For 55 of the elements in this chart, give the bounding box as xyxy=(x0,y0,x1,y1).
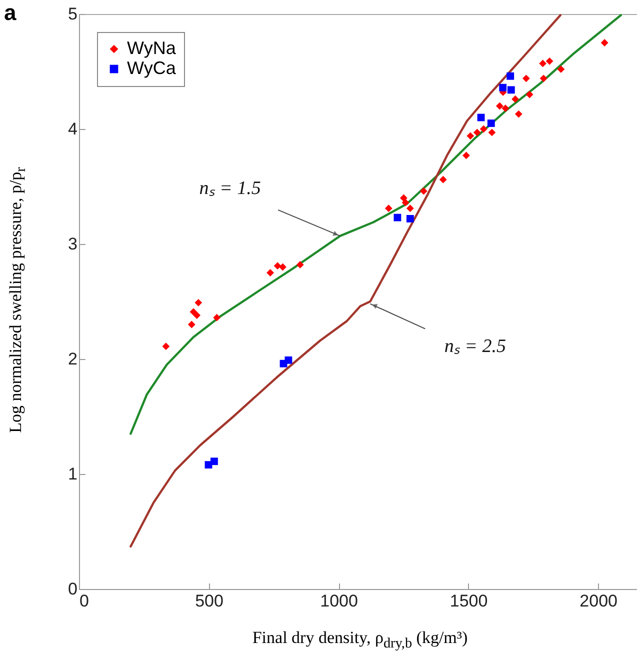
point xyxy=(384,204,392,212)
point xyxy=(213,314,221,322)
point xyxy=(420,187,428,195)
point xyxy=(546,57,554,65)
point xyxy=(539,60,546,68)
point xyxy=(522,74,530,82)
legend-label: WyNa xyxy=(127,38,177,58)
point xyxy=(473,128,481,136)
point xyxy=(266,269,274,276)
point xyxy=(406,204,414,212)
x-axis-title: Final dry density, ρ$_{dry,b}$ (kg/m³) xyxy=(251,628,469,652)
legend-label: WyCa xyxy=(127,58,177,78)
point xyxy=(402,198,410,206)
point xyxy=(487,120,495,127)
y-tick-label: 4 xyxy=(68,120,78,138)
point xyxy=(506,72,514,80)
point xyxy=(284,356,292,364)
point xyxy=(188,320,196,328)
point xyxy=(439,176,447,184)
x-tick-label: 1500 xyxy=(450,592,488,610)
point xyxy=(466,132,474,140)
point xyxy=(194,298,202,306)
y-tick-label: 3 xyxy=(68,234,78,254)
point xyxy=(480,125,488,133)
point xyxy=(193,312,201,320)
point xyxy=(274,262,282,270)
point xyxy=(600,39,608,46)
y-tick-label: 2 xyxy=(68,350,78,368)
point xyxy=(526,90,534,98)
point xyxy=(210,458,218,466)
point xyxy=(400,194,408,202)
y-tick-label: 5 xyxy=(68,4,78,24)
y-tick-label: 1 xyxy=(68,464,78,484)
chart-title: a xyxy=(4,0,16,26)
x-tick-label: 0 xyxy=(80,592,89,610)
point xyxy=(514,110,522,118)
annotation: nₛ = 2.5 xyxy=(444,336,506,357)
point xyxy=(507,86,515,94)
x-tick-label: 2000 xyxy=(580,592,618,610)
point xyxy=(496,102,504,110)
x-tick-label: 1000 xyxy=(320,592,358,610)
annotation: nₛ = 1.5 xyxy=(199,178,261,199)
point xyxy=(406,214,414,222)
point xyxy=(540,74,548,82)
point xyxy=(502,104,510,112)
point xyxy=(499,84,507,92)
point xyxy=(462,152,470,160)
y-tick-label: 0 xyxy=(68,580,78,598)
point xyxy=(162,342,170,350)
point xyxy=(488,128,496,136)
point xyxy=(394,214,402,222)
x-tick-label: 500 xyxy=(195,592,224,610)
point xyxy=(296,260,304,268)
point xyxy=(557,65,565,73)
point xyxy=(512,95,519,103)
